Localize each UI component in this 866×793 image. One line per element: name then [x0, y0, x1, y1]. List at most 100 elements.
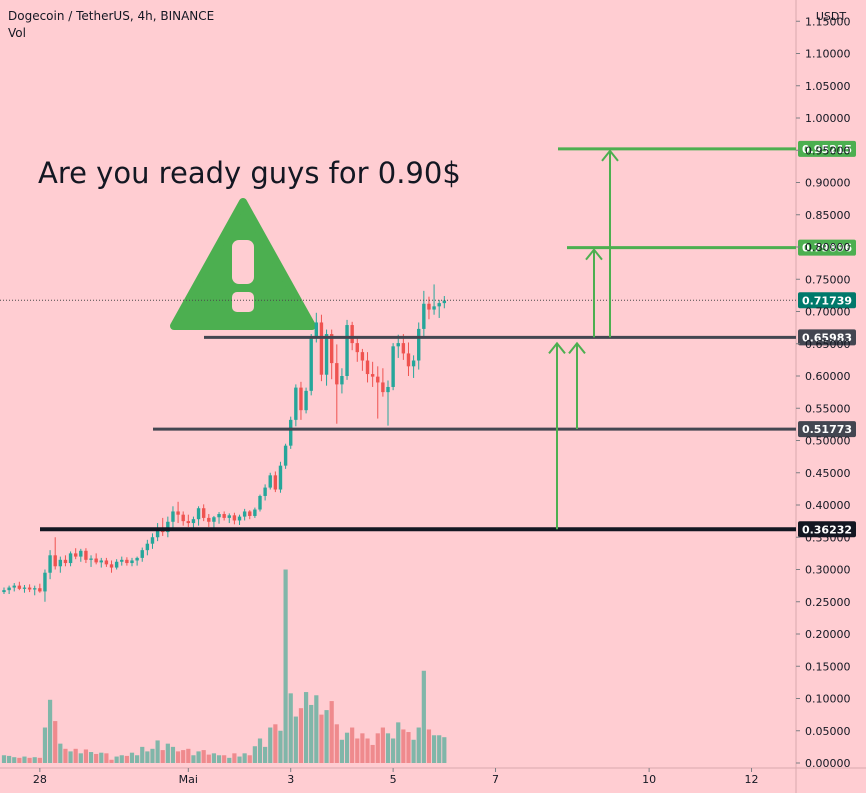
level-price-label: 0.65983 — [802, 331, 852, 344]
candle-body — [401, 343, 406, 354]
candle-body — [186, 521, 191, 524]
volume-bar — [17, 757, 22, 763]
x-tick-label: 5 — [390, 773, 397, 786]
volume-bar — [324, 710, 329, 763]
volume-bar — [12, 757, 17, 763]
candle-body — [58, 559, 63, 567]
volume-bar — [385, 733, 391, 763]
candle-body — [73, 553, 78, 557]
y-tick-label: 0.05000 — [805, 725, 851, 738]
warning-triangle-icon — [170, 198, 316, 330]
candle-body — [278, 465, 283, 490]
y-tick-label: 0.70000 — [805, 306, 851, 319]
candle-body — [283, 445, 288, 466]
level-price-label: 0.36232 — [802, 523, 852, 536]
volume-bar — [7, 755, 12, 763]
x-tick-label: 28 — [33, 773, 47, 786]
x-tick-label: 7 — [492, 773, 499, 786]
candle-body — [53, 555, 57, 567]
volume-bar — [406, 732, 411, 763]
volume-bar — [191, 755, 196, 763]
candle-body — [48, 555, 52, 573]
candle-body — [150, 537, 155, 544]
candle-body — [365, 360, 370, 375]
candle-body — [135, 557, 139, 561]
volume-label: Vol — [8, 26, 26, 40]
price-axis: USDT1.150001.100001.050001.000000.950000… — [796, 10, 851, 770]
level-lines: 0.95215 0.79896 0.71739 0.65983 0.51773 0.362… — [0, 140, 856, 538]
candle-body — [391, 346, 395, 387]
volume-bar — [165, 743, 170, 763]
candle-body — [360, 352, 365, 361]
level-price-tag — [798, 140, 856, 157]
candle-body — [166, 521, 170, 533]
volume-bar — [227, 757, 232, 763]
candle-body — [258, 495, 262, 510]
volume-bar — [22, 756, 27, 763]
candle-body — [99, 560, 103, 563]
y-tick-label: 0.10000 — [805, 693, 851, 706]
volume-bar — [242, 753, 247, 763]
volume-bar — [360, 733, 365, 763]
level-price-label: 0.95215 — [802, 143, 852, 156]
candle-body — [427, 303, 431, 310]
candle-body — [386, 386, 390, 393]
volume-bar — [145, 751, 150, 763]
candle-body — [437, 303, 441, 307]
candle-body — [176, 511, 180, 515]
volume-bar — [99, 752, 104, 763]
volume-bar — [140, 746, 145, 763]
volume-bar — [211, 753, 217, 763]
volume-bar — [319, 714, 324, 763]
candle-body — [63, 559, 68, 564]
volume-bar — [155, 740, 160, 763]
candle-body — [84, 550, 88, 560]
candle-body — [140, 550, 144, 558]
y-tick-label: 0.20000 — [805, 628, 851, 641]
candle-body — [263, 487, 267, 496]
volume-bar — [201, 750, 206, 763]
level-price-tag — [798, 421, 856, 438]
y-tick-label: 0.75000 — [805, 273, 851, 286]
volume-bar — [135, 755, 140, 763]
y-tick-label: 0.35000 — [805, 531, 851, 544]
volume-bar — [283, 569, 288, 763]
candle-body — [7, 587, 11, 591]
volume-bar — [216, 755, 222, 763]
y-tick-label: 0.85000 — [805, 209, 851, 222]
candle-body — [201, 508, 206, 518]
volume-bar — [426, 729, 432, 763]
volume-bar — [257, 738, 263, 763]
candle-body — [242, 511, 247, 517]
x-tick-label: Mai — [179, 773, 198, 786]
volume-bar — [247, 755, 252, 763]
candle-body — [232, 515, 237, 521]
candle-body — [171, 511, 175, 522]
volume-bar — [88, 752, 94, 763]
candle-body — [248, 511, 252, 516]
candle-body — [294, 387, 298, 420]
level-price-tag — [798, 292, 856, 309]
volume-bar — [293, 716, 298, 763]
volume-bar — [401, 729, 406, 763]
candle-body — [432, 306, 436, 310]
volume-bar — [37, 757, 42, 763]
volume-bar — [329, 701, 334, 763]
volume-bar — [1, 755, 7, 763]
volume-bar — [42, 727, 48, 763]
volume-bar — [32, 757, 37, 763]
candle-body — [324, 334, 329, 375]
candle-body — [335, 363, 339, 385]
arrow-to-095-head — [601, 149, 619, 162]
y-tick-label: 1.05000 — [805, 80, 851, 93]
y-tick-label: 0.40000 — [805, 499, 851, 512]
y-tick-label: 0.45000 — [805, 467, 851, 480]
volume-bar — [350, 727, 355, 763]
volume-bar — [411, 739, 416, 763]
volume-bar — [380, 727, 385, 763]
candle-body — [120, 559, 124, 562]
y-tick-label: 0.50000 — [805, 435, 851, 448]
volume-bar — [150, 748, 155, 763]
